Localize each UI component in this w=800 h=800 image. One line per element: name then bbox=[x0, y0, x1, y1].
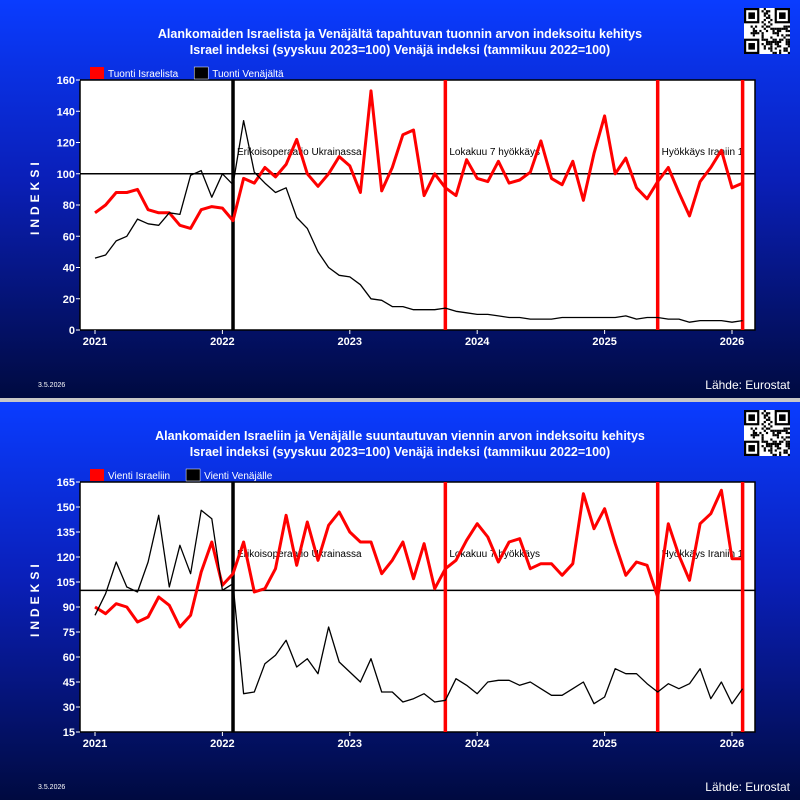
y-tick-label: 30 bbox=[63, 702, 75, 714]
y-tick-label: 120 bbox=[57, 552, 75, 564]
y-tick-label: 60 bbox=[63, 652, 75, 664]
chart-subtitle: Israel indeksi (syyskuu 2023=100) Venäjä… bbox=[189, 43, 611, 57]
series-line-1 bbox=[94, 509, 744, 705]
date-label: 3.5.2026 bbox=[38, 784, 66, 791]
x-tick-label: 2025 bbox=[592, 738, 616, 750]
y-tick-label: 90 bbox=[63, 602, 75, 614]
source-label: Lähde: Eurostat bbox=[705, 378, 790, 392]
x-tick-label: 2022 bbox=[210, 738, 234, 750]
chart-title-block: Alankomaiden Israeliin ja Venäjälle suun… bbox=[60, 428, 740, 460]
legend-label: Tuonti Israelista bbox=[108, 69, 179, 80]
x-tick-label: 2022 bbox=[210, 336, 234, 348]
legend-label: Vienti Venäjälle bbox=[204, 471, 273, 482]
y-tick-label: 120 bbox=[57, 138, 75, 150]
qr-code-icon bbox=[744, 8, 790, 54]
chart-title: Alankomaiden Israelista ja Venäjältä tap… bbox=[157, 27, 643, 41]
legend-label: Tuonti Venäjältä bbox=[212, 69, 284, 80]
import-chart-panel: Alankomaiden Israelista ja Venäjältä tap… bbox=[0, 0, 800, 398]
panel-divider bbox=[0, 398, 800, 402]
y-tick-label: 140 bbox=[57, 106, 75, 118]
x-tick-label: 2023 bbox=[338, 336, 362, 348]
y-tick-label: 20 bbox=[63, 294, 75, 306]
event-label: Hyökkäys Iraniin 1 bbox=[662, 549, 744, 560]
x-tick-label: 2024 bbox=[465, 738, 490, 750]
legend-swatch bbox=[90, 469, 104, 481]
plot-area bbox=[79, 481, 756, 733]
series-line-1 bbox=[94, 119, 743, 323]
legend-swatch bbox=[90, 67, 104, 79]
y-tick-label: 105 bbox=[57, 577, 75, 589]
x-tick-label: 2023 bbox=[338, 738, 362, 750]
legend-swatch bbox=[185, 468, 201, 482]
x-tick-label: 2021 bbox=[83, 738, 107, 750]
x-tick-label: 2024 bbox=[465, 336, 490, 348]
y-tick-label: 135 bbox=[57, 527, 75, 539]
event-label: Hyökkäys Iraniin 1 bbox=[662, 147, 744, 158]
series-line-0 bbox=[94, 89, 744, 230]
export-chart-panel: Alankomaiden Israeliin ja Venäjälle suun… bbox=[0, 402, 800, 800]
legend-label: Vienti Israeliin bbox=[108, 471, 170, 482]
qr-code-icon bbox=[744, 410, 790, 456]
plot-area bbox=[79, 79, 756, 331]
legend-swatch bbox=[193, 66, 209, 80]
series-line-0 bbox=[94, 488, 743, 629]
y-tick-label: 100 bbox=[57, 169, 75, 181]
y-tick-label: 15 bbox=[63, 727, 75, 739]
x-tick-label: 2021 bbox=[83, 336, 107, 348]
chart-title: Alankomaiden Israeliin ja Venäjälle suun… bbox=[155, 429, 645, 443]
event-label: Lokakuu 7 hyökkäys bbox=[449, 147, 540, 158]
y-tick-label: 60 bbox=[63, 231, 75, 243]
y-tick-label: 150 bbox=[57, 502, 75, 514]
x-tick-label: 2025 bbox=[592, 336, 616, 348]
date-label: 3.5.2026 bbox=[38, 382, 66, 389]
source-label: Lähde: Eurostat bbox=[705, 780, 790, 794]
chart-title-block: Alankomaiden Israelista ja Venäjältä tap… bbox=[60, 26, 740, 58]
y-tick-label: 80 bbox=[63, 200, 75, 212]
x-tick-label: 2026 bbox=[720, 336, 744, 348]
x-tick-label: 2026 bbox=[720, 738, 744, 750]
export-chart: Erikoisoperaatio Ukrainassa Lokakuu 7 hyö… bbox=[57, 468, 756, 750]
y-tick-label: 40 bbox=[63, 263, 75, 275]
chart-subtitle: Israel indeksi (syyskuu 2023=100) Venäjä… bbox=[189, 445, 611, 459]
y-tick-label: 45 bbox=[63, 677, 75, 689]
y-tick-label: 0 bbox=[69, 325, 75, 337]
y-tick-label: 165 bbox=[57, 477, 75, 489]
y-tick-label: 160 bbox=[57, 75, 75, 87]
import-chart: Erikoisoperaatio Ukrainassa Lokakuu 7 hyö… bbox=[57, 66, 756, 348]
y-tick-label: 75 bbox=[63, 627, 75, 639]
